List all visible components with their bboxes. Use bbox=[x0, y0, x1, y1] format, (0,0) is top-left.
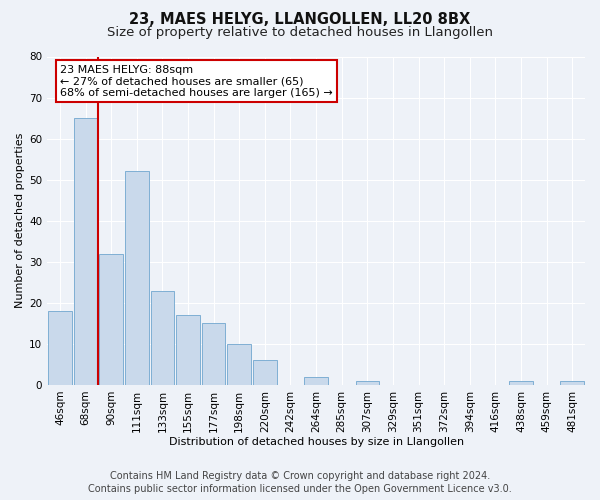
Text: Contains HM Land Registry data © Crown copyright and database right 2024.
Contai: Contains HM Land Registry data © Crown c… bbox=[88, 471, 512, 494]
Bar bbox=[74, 118, 97, 385]
Bar bbox=[304, 376, 328, 385]
Y-axis label: Number of detached properties: Number of detached properties bbox=[15, 133, 25, 308]
Bar bbox=[151, 290, 174, 385]
Bar bbox=[227, 344, 251, 385]
Bar bbox=[100, 254, 123, 385]
Bar bbox=[253, 360, 277, 385]
Bar bbox=[509, 381, 533, 385]
Text: Size of property relative to detached houses in Llangollen: Size of property relative to detached ho… bbox=[107, 26, 493, 39]
X-axis label: Distribution of detached houses by size in Llangollen: Distribution of detached houses by size … bbox=[169, 438, 464, 448]
Bar bbox=[48, 311, 72, 385]
Bar bbox=[560, 381, 584, 385]
Text: 23, MAES HELYG, LLANGOLLEN, LL20 8BX: 23, MAES HELYG, LLANGOLLEN, LL20 8BX bbox=[130, 12, 470, 28]
Bar bbox=[202, 324, 226, 385]
Bar bbox=[125, 172, 149, 385]
Text: 23 MAES HELYG: 88sqm
← 27% of detached houses are smaller (65)
68% of semi-detac: 23 MAES HELYG: 88sqm ← 27% of detached h… bbox=[60, 64, 333, 98]
Bar bbox=[356, 381, 379, 385]
Bar bbox=[176, 315, 200, 385]
